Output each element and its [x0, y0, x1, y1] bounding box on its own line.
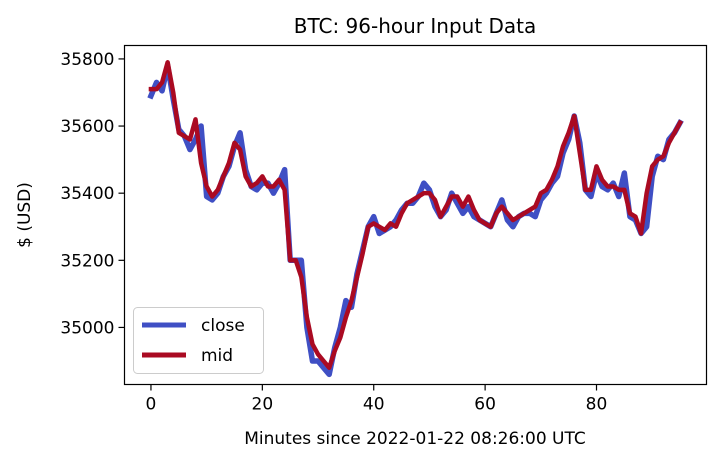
- x-tick-label: 0: [146, 395, 157, 415]
- y-tick-label: 35200: [60, 251, 114, 271]
- tick-layer: 0 20 40 60 80 35000 35200 35400 35600 35800: [60, 50, 607, 415]
- plot-frame: [123, 44, 708, 386]
- legend: close mid: [133, 307, 264, 374]
- y-tick-label: 35600: [60, 117, 114, 137]
- y-tick-label: 35400: [60, 184, 114, 204]
- x-tick-label: 80: [586, 395, 608, 415]
- legend-label-close: close: [201, 316, 245, 336]
- y-tick-label: 35800: [60, 50, 114, 70]
- y-axis-label: $ (USD): [15, 182, 35, 248]
- y-tick-label: 35000: [60, 318, 114, 338]
- legend-label-mid: mid: [201, 346, 233, 366]
- series-line-mid: [148, 60, 684, 370]
- x-tick-label: 60: [474, 395, 496, 415]
- x-tick-label: 20: [252, 395, 274, 415]
- x-axis-label: Minutes since 2022-01-22 08:26:00 UTC: [244, 429, 586, 449]
- series-layer: [147, 60, 684, 378]
- chart-title: BTC: 96-hour Input Data: [294, 14, 537, 38]
- x-tick-label: 40: [363, 395, 385, 415]
